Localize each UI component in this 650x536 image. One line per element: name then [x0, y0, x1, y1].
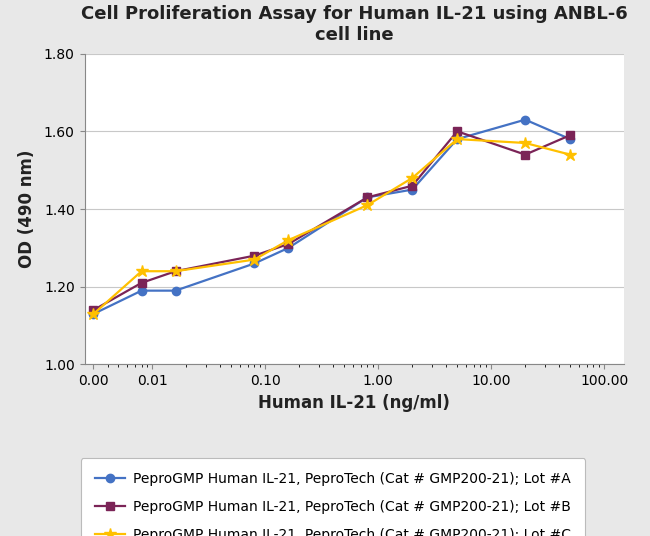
- PeproGMP Human IL-21, PeproTech (Cat # GMP200-21); Lot #A: [138, 287, 146, 294]
- Title: Cell Proliferation Assay for Human IL-21 using ANBL-6
cell line: Cell Proliferation Assay for Human IL-21…: [81, 5, 628, 44]
- PeproGMP Human IL-21, PeproTech (Cat # GMP200-21); Lot #B: [172, 268, 179, 274]
- Y-axis label: OD (490 nm): OD (490 nm): [18, 150, 36, 268]
- PeproGMP Human IL-21, PeproTech (Cat # GMP200-21); Lot #C: [521, 140, 529, 146]
- PeproGMP Human IL-21, PeproTech (Cat # GMP200-21); Lot #A: [285, 244, 292, 251]
- X-axis label: Human IL-21 (ng/ml): Human IL-21 (ng/ml): [258, 394, 450, 412]
- PeproGMP Human IL-21, PeproTech (Cat # GMP200-21); Lot #C: [363, 202, 371, 209]
- Line: PeproGMP Human IL-21, PeproTech (Cat # GMP200-21); Lot #A: PeproGMP Human IL-21, PeproTech (Cat # G…: [89, 115, 575, 318]
- PeproGMP Human IL-21, PeproTech (Cat # GMP200-21); Lot #C: [453, 136, 461, 142]
- PeproGMP Human IL-21, PeproTech (Cat # GMP200-21); Lot #B: [90, 307, 97, 314]
- PeproGMP Human IL-21, PeproTech (Cat # GMP200-21); Lot #A: [172, 287, 179, 294]
- PeproGMP Human IL-21, PeproTech (Cat # GMP200-21); Lot #A: [521, 116, 529, 123]
- PeproGMP Human IL-21, PeproTech (Cat # GMP200-21); Lot #B: [285, 241, 292, 247]
- PeproGMP Human IL-21, PeproTech (Cat # GMP200-21); Lot #A: [90, 311, 97, 317]
- PeproGMP Human IL-21, PeproTech (Cat # GMP200-21); Lot #A: [250, 260, 258, 266]
- Line: PeproGMP Human IL-21, PeproTech (Cat # GMP200-21); Lot #B: PeproGMP Human IL-21, PeproTech (Cat # G…: [89, 127, 575, 314]
- PeproGMP Human IL-21, PeproTech (Cat # GMP200-21); Lot #B: [566, 132, 574, 138]
- Line: PeproGMP Human IL-21, PeproTech (Cat # GMP200-21); Lot #C: PeproGMP Human IL-21, PeproTech (Cat # G…: [87, 133, 577, 320]
- PeproGMP Human IL-21, PeproTech (Cat # GMP200-21); Lot #A: [453, 136, 461, 142]
- PeproGMP Human IL-21, PeproTech (Cat # GMP200-21); Lot #B: [138, 280, 146, 286]
- PeproGMP Human IL-21, PeproTech (Cat # GMP200-21); Lot #C: [90, 311, 97, 317]
- PeproGMP Human IL-21, PeproTech (Cat # GMP200-21); Lot #C: [408, 175, 416, 181]
- PeproGMP Human IL-21, PeproTech (Cat # GMP200-21); Lot #A: [566, 136, 574, 142]
- PeproGMP Human IL-21, PeproTech (Cat # GMP200-21); Lot #C: [250, 256, 258, 263]
- PeproGMP Human IL-21, PeproTech (Cat # GMP200-21); Lot #C: [285, 237, 292, 243]
- PeproGMP Human IL-21, PeproTech (Cat # GMP200-21); Lot #C: [172, 268, 179, 274]
- PeproGMP Human IL-21, PeproTech (Cat # GMP200-21); Lot #A: [363, 194, 371, 200]
- PeproGMP Human IL-21, PeproTech (Cat # GMP200-21); Lot #B: [408, 183, 416, 189]
- PeproGMP Human IL-21, PeproTech (Cat # GMP200-21); Lot #B: [363, 194, 371, 200]
- PeproGMP Human IL-21, PeproTech (Cat # GMP200-21); Lot #C: [566, 151, 574, 158]
- Legend: PeproGMP Human IL-21, PeproTech (Cat # GMP200-21); Lot #A, PeproGMP Human IL-21,: PeproGMP Human IL-21, PeproTech (Cat # G…: [81, 458, 585, 536]
- PeproGMP Human IL-21, PeproTech (Cat # GMP200-21); Lot #B: [453, 128, 461, 135]
- PeproGMP Human IL-21, PeproTech (Cat # GMP200-21); Lot #C: [138, 268, 146, 274]
- PeproGMP Human IL-21, PeproTech (Cat # GMP200-21); Lot #A: [408, 187, 416, 193]
- PeproGMP Human IL-21, PeproTech (Cat # GMP200-21); Lot #B: [250, 252, 258, 259]
- PeproGMP Human IL-21, PeproTech (Cat # GMP200-21); Lot #B: [521, 151, 529, 158]
